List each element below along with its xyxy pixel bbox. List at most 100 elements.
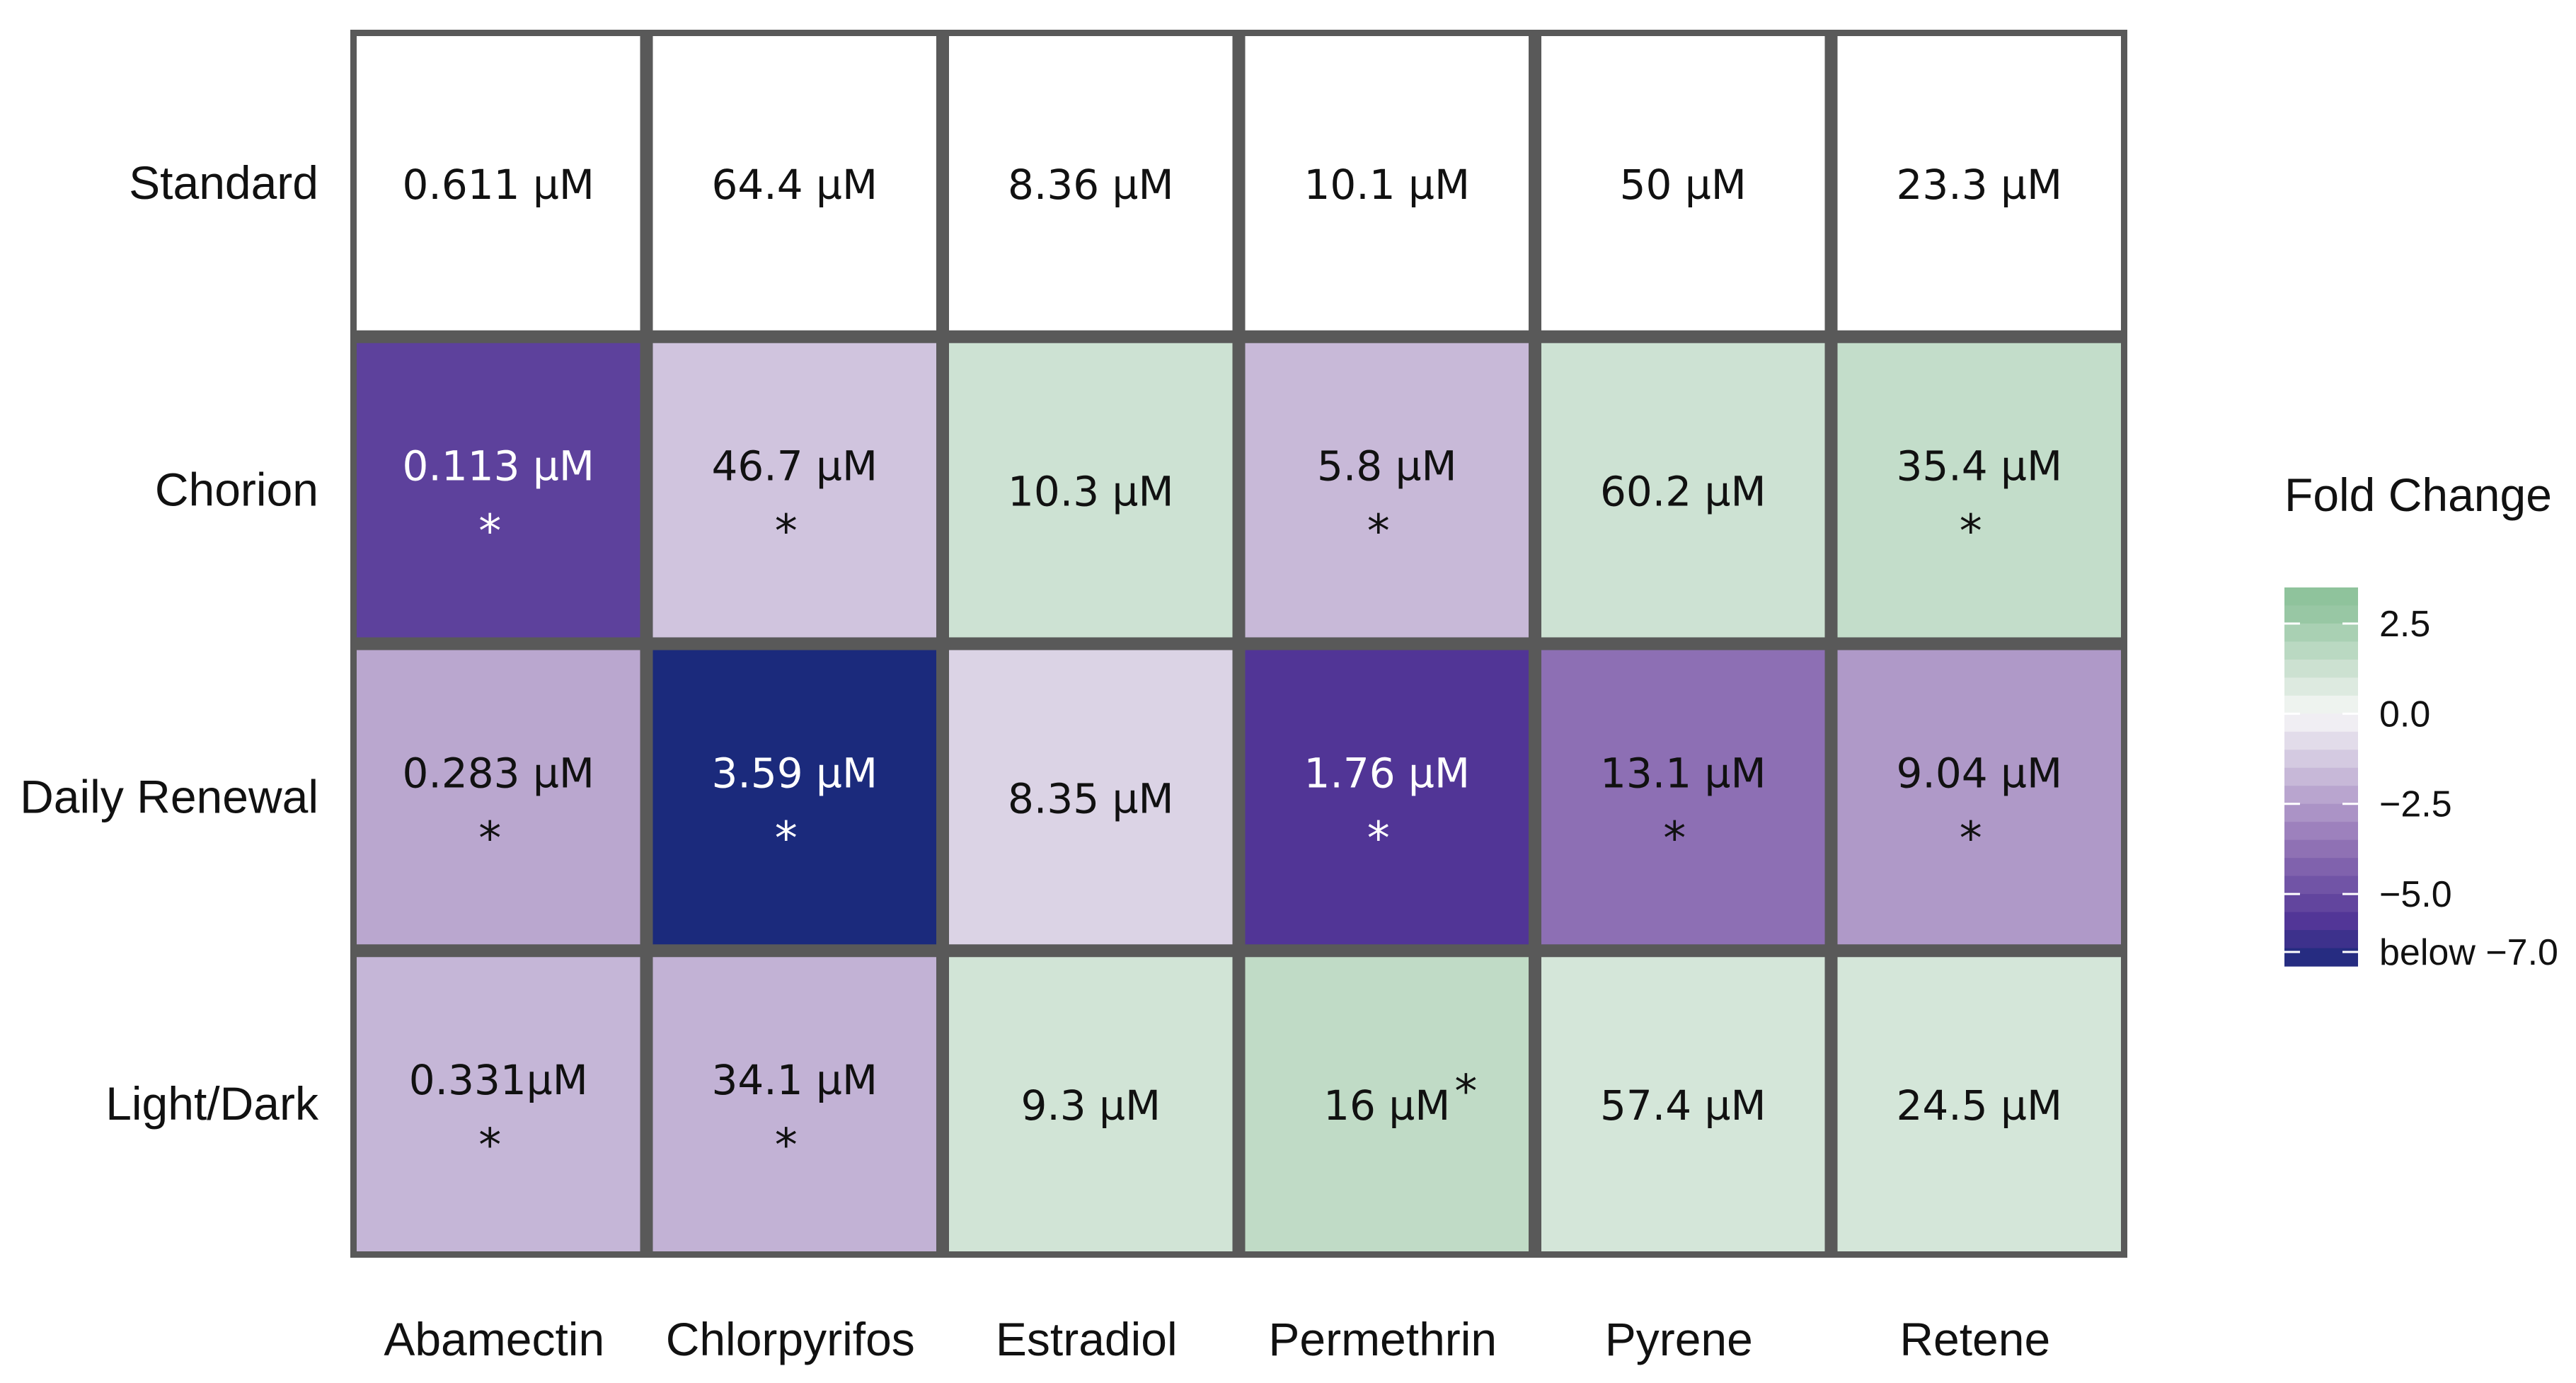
legend: Fold Change 2.5 0.0 −2.5 −5.0 below −7.0	[2284, 469, 2558, 973]
cell-fill	[357, 343, 640, 638]
heatmap-cell: 5.8 µM *	[1245, 343, 1529, 638]
cell-value-label: 8.36 µM	[1008, 161, 1174, 209]
heatmap-cell: 46.7 µM *	[652, 343, 936, 638]
significance-marker: *	[1960, 506, 1982, 558]
cell-fill	[1837, 36, 2121, 331]
cell-value-label: 46.7 µM	[711, 442, 878, 490]
significance-marker: *	[1454, 1066, 1477, 1118]
cell-value-label: 0.113 µM	[403, 442, 594, 490]
heatmap-cell: 9.3 µM	[949, 957, 1233, 1251]
cell-fill	[1245, 650, 1529, 945]
significance-marker: *	[478, 1120, 501, 1172]
heatmap-cell: 34.1 µM *	[652, 957, 936, 1251]
heatmap-cell: 8.36 µM	[949, 36, 1233, 331]
significance-marker: *	[1663, 813, 1686, 865]
cell-fill	[1541, 343, 1825, 638]
legend-swatch	[2284, 822, 2358, 841]
column-label: Permethrin	[1268, 1313, 1497, 1365]
cell-value-label: 60.2 µM	[1600, 468, 1766, 516]
heatmap-cell: 10.3 µM	[949, 343, 1233, 638]
significance-marker: *	[775, 1120, 798, 1172]
cell-value-label: 34.1 µM	[711, 1056, 878, 1104]
cell-fill	[1541, 650, 1825, 945]
legend-swatch	[2284, 731, 2358, 750]
legend-swatch	[2284, 948, 2358, 967]
cell-fill	[652, 957, 936, 1251]
heatmap-cell: 64.4 µM	[652, 36, 936, 331]
legend-swatch	[2284, 605, 2358, 624]
heatmap-cell: 0.283 µM *	[357, 650, 640, 945]
heatmap-cell: 8.35 µM	[949, 650, 1233, 945]
row-label: Daily Renewal	[20, 770, 318, 822]
cell-value-label: 8.35 µM	[1008, 774, 1174, 822]
cell-fill	[949, 957, 1233, 1251]
legend-tick-label: below −7.0	[2379, 932, 2558, 973]
legend-color-scale	[2284, 587, 2358, 967]
cell-value-label: 10.1 µM	[1304, 161, 1470, 209]
row-label: Standard	[129, 156, 318, 209]
heatmap-cell: 23.3 µM	[1837, 36, 2121, 331]
heatmap-cell: 57.4 µM	[1541, 957, 1825, 1251]
cell-fill	[357, 36, 640, 331]
cell-fill	[652, 650, 936, 945]
heatmap-cell: 16 µM *	[1245, 957, 1529, 1251]
heatmap-cell: 9.04 µM *	[1837, 650, 2121, 945]
significance-marker: *	[478, 506, 501, 558]
cell-value-label: 10.3 µM	[1008, 468, 1174, 516]
legend-swatch	[2284, 659, 2358, 678]
cell-value-label: 16 µM	[1323, 1081, 1450, 1130]
legend-swatch	[2284, 839, 2358, 859]
heatmap-cell: 0.331µM *	[357, 957, 640, 1251]
legend-tick-label: 0.0	[2379, 694, 2430, 735]
heatmap-cell: 60.2 µM	[1541, 343, 1825, 638]
row-label: Chorion	[155, 464, 318, 516]
cell-fill	[357, 650, 640, 945]
legend-swatch	[2284, 767, 2358, 786]
heatmap-cell: 0.611 µM	[357, 36, 640, 331]
legend-swatch	[2284, 623, 2358, 643]
cell-fill	[1245, 36, 1529, 331]
cell-value-label: 13.1 µM	[1600, 749, 1766, 797]
cell-value-label: 3.59 µM	[711, 749, 878, 797]
column-label: Retene	[1899, 1313, 2050, 1365]
heatmap-cell: 13.1 µM *	[1541, 650, 1825, 945]
significance-marker: *	[1367, 506, 1390, 558]
cell-value-label: 0.611 µM	[403, 161, 594, 209]
column-labels: Abamectin Chlorpyrifos Estradiol Permethrin…	[384, 1313, 2050, 1365]
legend-swatch	[2284, 587, 2358, 607]
cell-value-label: 64.4 µM	[711, 161, 878, 209]
cell-value-label: 5.8 µM	[1317, 442, 1457, 490]
cell-fill	[1541, 957, 1825, 1251]
legend-tick-label: −5.0	[2379, 874, 2452, 915]
significance-marker: *	[478, 813, 501, 865]
cell-value-label: 9.04 µM	[1896, 749, 2062, 797]
column-label: Abamectin	[384, 1313, 604, 1365]
heatmap-cell: 10.1 µM	[1245, 36, 1529, 331]
cell-fill	[949, 343, 1233, 638]
cell-fill	[1541, 36, 1825, 331]
cell-value-label: 50 µM	[1620, 161, 1747, 209]
legend-swatch	[2284, 876, 2358, 895]
cell-value-label: 35.4 µM	[1896, 442, 2062, 490]
cell-fill	[357, 957, 640, 1251]
cell-fill	[652, 36, 936, 331]
row-label: Light/Dark	[105, 1077, 319, 1130]
cell-value-label: 23.3 µM	[1896, 161, 2062, 209]
cell-fill	[1245, 957, 1529, 1251]
row-labels: Standard Chorion Daily Renewal Light/Dark	[20, 156, 319, 1130]
legend-swatch	[2284, 677, 2358, 696]
cell-fill	[1837, 343, 2121, 638]
cell-value-label: 57.4 µM	[1600, 1081, 1766, 1130]
legend-swatch	[2284, 930, 2358, 949]
heatmap-cell: 1.76 µM *	[1245, 650, 1529, 945]
legend-tick-label: −2.5	[2379, 784, 2452, 825]
heatmap-cell: 3.59 µM *	[652, 650, 936, 945]
cell-value-label: 0.331µM	[409, 1056, 588, 1104]
significance-marker: *	[775, 813, 798, 865]
cell-value-label: 0.283 µM	[403, 749, 594, 797]
legend-swatch	[2284, 641, 2358, 660]
legend-swatch	[2284, 750, 2358, 769]
legend-tick-label: 2.5	[2379, 604, 2430, 645]
legend-swatch	[2284, 894, 2358, 913]
